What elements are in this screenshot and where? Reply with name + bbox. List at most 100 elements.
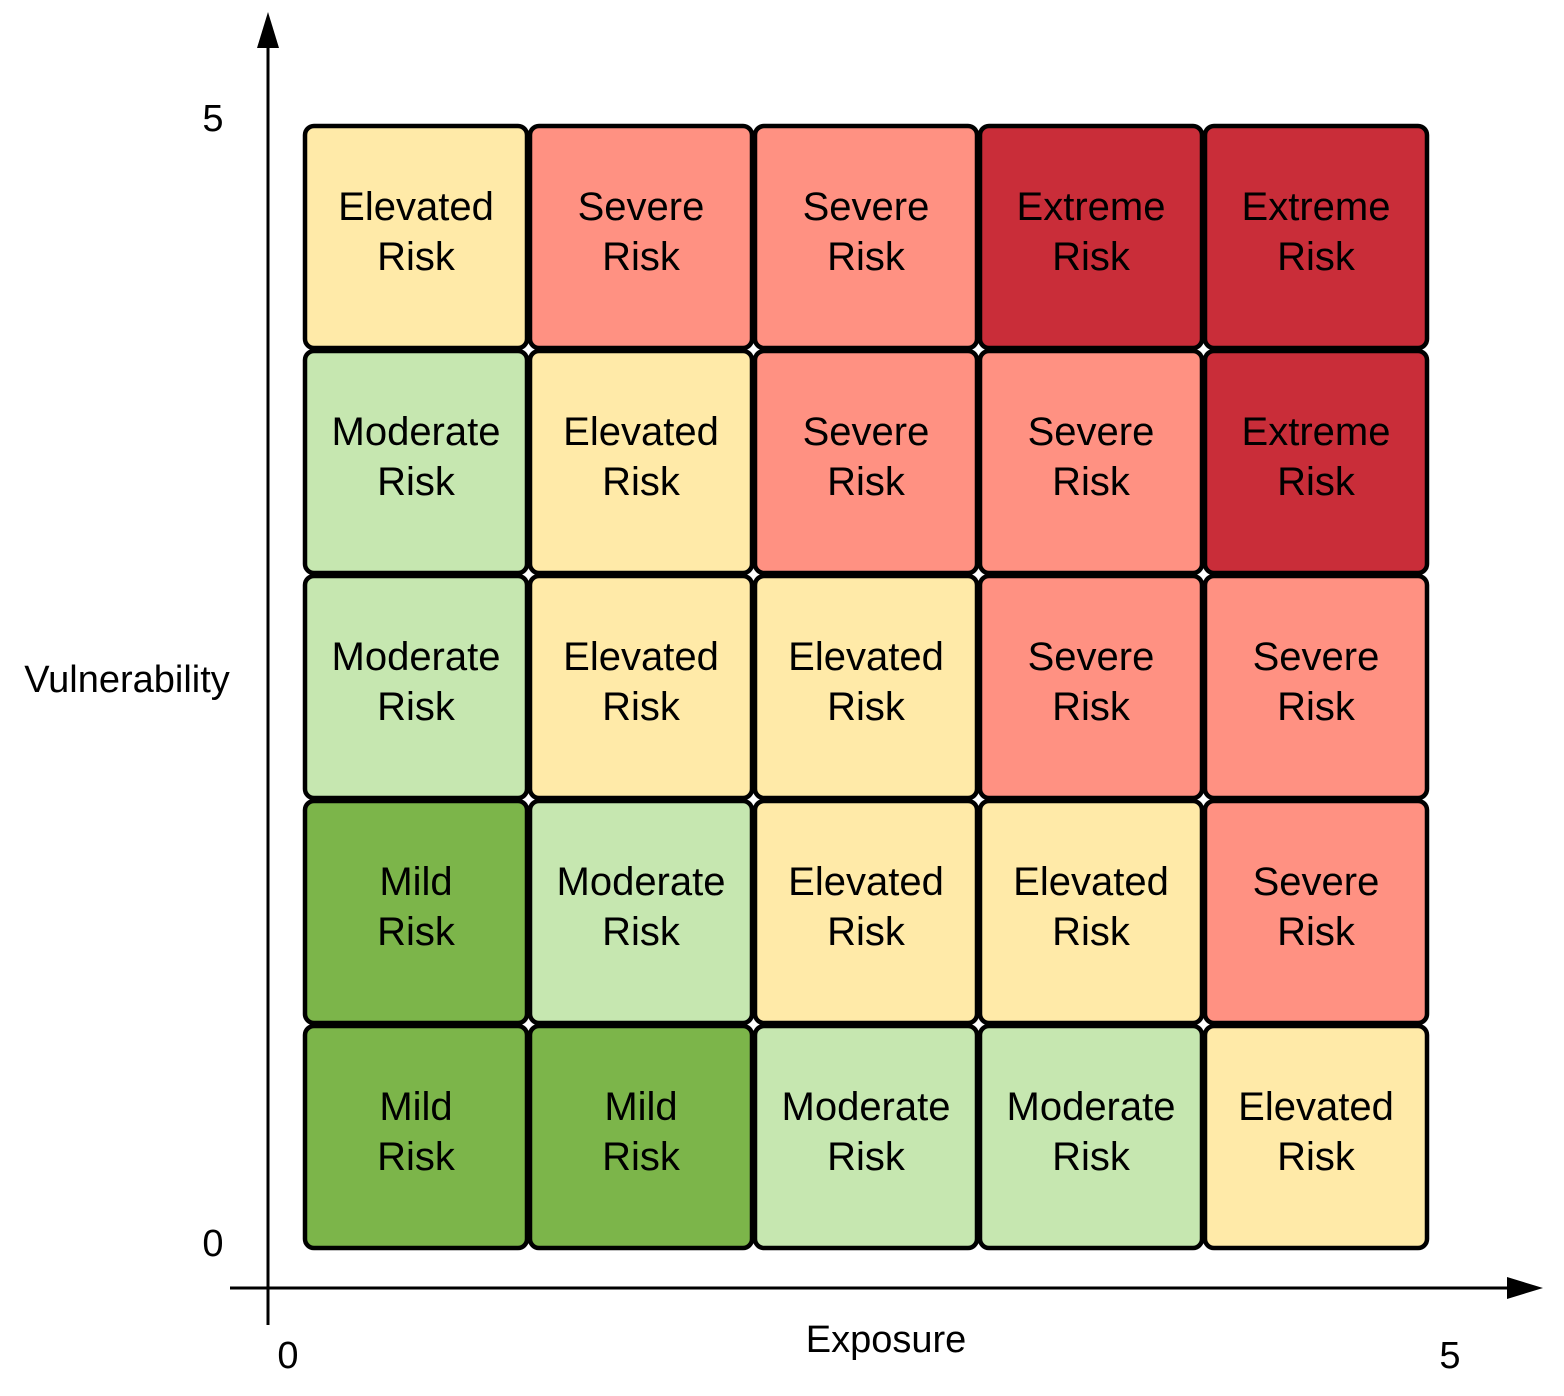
risk-cell-label-line2: Risk [827, 235, 906, 279]
risk-cell-box [302, 573, 530, 801]
risk-cell-severe: Severe Risk [1202, 573, 1430, 801]
risk-cell-label-line1: Elevated [788, 860, 944, 904]
risk-cell-box [527, 573, 755, 801]
risk-cell-mild: Mild Risk [302, 798, 530, 1026]
risk-cell-label-line2: Risk [1277, 235, 1356, 279]
risk-cell-box [527, 348, 755, 576]
risk-cell-label-line2: Risk [377, 1135, 456, 1179]
risk-cell-box [1202, 348, 1430, 576]
risk-cell-label-line1: Moderate [332, 410, 501, 454]
risk-cell-label-line1: Moderate [557, 860, 726, 904]
risk-cell-moderate: Moderate Risk [302, 573, 530, 801]
risk-cell-box [752, 348, 980, 576]
x-axis-label: Exposure [806, 1319, 967, 1361]
risk-cell-moderate: Moderate Risk [752, 1023, 980, 1251]
risk-cell-label-line2: Risk [377, 235, 456, 279]
risk-cell-label-line1: Elevated [338, 185, 494, 229]
risk-cell-label-line1: Moderate [1007, 1085, 1176, 1129]
risk-cell-severe: Severe Risk [1202, 798, 1430, 1026]
risk-cell-label-line2: Risk [1052, 235, 1131, 279]
risk-cell-elevated: Elevated Risk [302, 123, 530, 351]
risk-cell-label-line1: Severe [803, 185, 930, 229]
risk-cell-box [527, 798, 755, 1026]
risk-cell-extreme: Extreme Risk [977, 123, 1205, 351]
x-axis-arrowhead [1507, 1277, 1543, 1299]
risk-cell-label-line2: Risk [827, 1135, 906, 1179]
risk-cell-elevated: Elevated Risk [752, 798, 980, 1026]
y-tick-min: 0 [202, 1223, 223, 1265]
risk-cell-box [527, 1023, 755, 1251]
risk-cell-label-line2: Risk [1277, 910, 1356, 954]
risk-cell-box [977, 348, 1205, 576]
risk-cell-label-line1: Extreme [1242, 410, 1391, 454]
risk-cell-severe: Severe Risk [752, 123, 980, 351]
y-axis-arrowhead [257, 12, 279, 48]
risk-cell-label-line2: Risk [1052, 685, 1131, 729]
risk-cell-moderate: Moderate Risk [977, 1023, 1205, 1251]
risk-cell-label-line1: Elevated [563, 635, 719, 679]
risk-cell-moderate: Moderate Risk [302, 348, 530, 576]
risk-cell-mild: Mild Risk [527, 1023, 755, 1251]
risk-cell-box [302, 348, 530, 576]
risk-cell-label-line1: Mild [604, 1085, 677, 1129]
risk-cell-label-line2: Risk [827, 910, 906, 954]
x-tick-max: 5 [1439, 1335, 1460, 1377]
risk-cell-elevated: Elevated Risk [977, 798, 1205, 1026]
risk-cell-label-line2: Risk [827, 685, 906, 729]
risk-cell-elevated: Elevated Risk [752, 573, 980, 801]
risk-cell-label-line2: Risk [602, 235, 681, 279]
risk-cell-box [302, 123, 530, 351]
risk-cell-label-line1: Elevated [563, 410, 719, 454]
risk-cell-label-line2: Risk [377, 460, 456, 504]
risk-cell-extreme: Extreme Risk [1202, 348, 1430, 576]
risk-cell-box [977, 123, 1205, 351]
risk-cell-mild: Mild Risk [302, 1023, 530, 1251]
risk-cell-label-line1: Severe [1028, 410, 1155, 454]
risk-cell-label-line2: Risk [1052, 910, 1131, 954]
risk-cell-label-line1: Severe [578, 185, 705, 229]
risk-cell-elevated: Elevated Risk [527, 573, 755, 801]
risk-cell-label-line2: Risk [602, 1135, 681, 1179]
risk-cell-box [977, 1023, 1205, 1251]
risk-cell-box [1202, 123, 1430, 351]
risk-cell-label-line1: Moderate [332, 635, 501, 679]
risk-cell-label-line1: Severe [1253, 635, 1380, 679]
risk-cell-label-line2: Risk [1277, 685, 1356, 729]
risk-cell-box [977, 573, 1205, 801]
risk-cells: Elevated Risk Severe Risk Severe Risk Extreme R… [302, 123, 1430, 1251]
risk-cell-elevated: Elevated Risk [527, 348, 755, 576]
risk-cell-label-line1: Extreme [1017, 185, 1166, 229]
risk-cell-label-line2: Risk [1277, 460, 1356, 504]
y-axis-label: Vulnerability [24, 659, 230, 701]
risk-cell-label-line1: Elevated [788, 635, 944, 679]
risk-cell-label-line2: Risk [1052, 1135, 1131, 1179]
risk-cell-box [527, 123, 755, 351]
risk-cell-label-line1: Extreme [1242, 185, 1391, 229]
x-tick-min: 0 [277, 1335, 298, 1377]
risk-cell-box [302, 1023, 530, 1251]
risk-cell-box [1202, 573, 1430, 801]
risk-cell-label-line1: Mild [379, 1085, 452, 1129]
risk-cell-moderate: Moderate Risk [527, 798, 755, 1026]
risk-cell-label-line1: Severe [1028, 635, 1155, 679]
risk-cell-label-line2: Risk [602, 685, 681, 729]
risk-cell-label-line1: Moderate [782, 1085, 951, 1129]
risk-cell-label-line1: Mild [379, 860, 452, 904]
risk-cell-label-line2: Risk [827, 460, 906, 504]
y-tick-max: 5 [202, 98, 223, 140]
risk-cell-label-line2: Risk [602, 460, 681, 504]
risk-cell-box [1202, 1023, 1430, 1251]
risk-cell-label-line2: Risk [377, 685, 456, 729]
risk-cell-label-line2: Risk [602, 910, 681, 954]
risk-cell-label-line2: Risk [1052, 460, 1131, 504]
risk-cell-label-line1: Elevated [1238, 1085, 1394, 1129]
risk-cell-label-line1: Severe [803, 410, 930, 454]
risk-cell-severe: Severe Risk [977, 348, 1205, 576]
risk-cell-box [752, 1023, 980, 1251]
risk-cell-label-line2: Risk [377, 910, 456, 954]
risk-cell-box [752, 798, 980, 1026]
risk-cell-elevated: Elevated Risk [1202, 1023, 1430, 1251]
risk-cell-label-line1: Elevated [1013, 860, 1169, 904]
risk-cell-extreme: Extreme Risk [1202, 123, 1430, 351]
risk-cell-label-line1: Severe [1253, 860, 1380, 904]
